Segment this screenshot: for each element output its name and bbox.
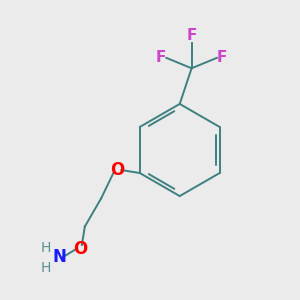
Text: O: O: [73, 240, 88, 258]
Text: H: H: [40, 261, 51, 274]
Text: F: F: [186, 28, 197, 43]
Text: F: F: [217, 50, 227, 65]
Text: O: O: [110, 161, 125, 179]
Text: H: H: [40, 241, 51, 255]
Text: N: N: [52, 248, 66, 266]
Text: F: F: [156, 50, 166, 65]
